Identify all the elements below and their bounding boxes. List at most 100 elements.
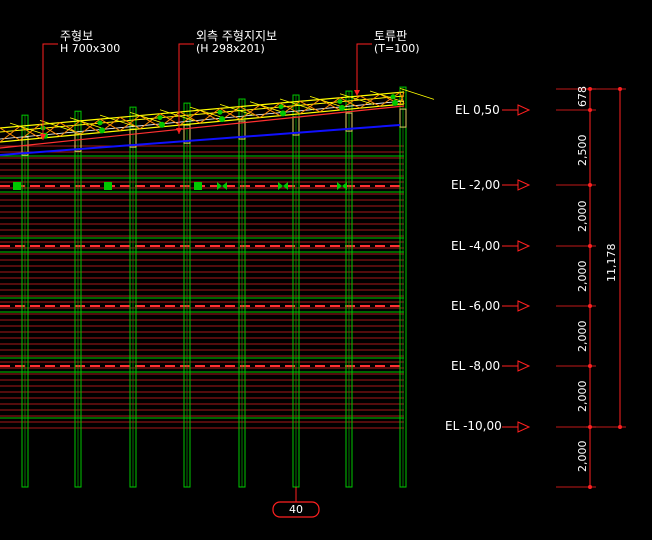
elevation-label: EL 0,50 bbox=[455, 103, 500, 117]
leader-arrowhead bbox=[40, 134, 46, 140]
grid-bubble-label: 40 bbox=[289, 503, 303, 516]
truss-brace bbox=[0, 125, 21, 143]
truss-node bbox=[99, 127, 105, 134]
truss-brace bbox=[39, 120, 75, 132]
dimension-tick bbox=[588, 485, 592, 489]
truss-brace bbox=[59, 120, 81, 137]
leader-line bbox=[356, 43, 372, 96]
elevation-label: EL -6,00 bbox=[451, 299, 501, 313]
dimension-text: 2,000 bbox=[576, 200, 589, 233]
callout-title-main-beam: 주형보 bbox=[60, 29, 94, 43]
total-dimension-text: 11,178 bbox=[605, 243, 618, 283]
grid-bubble bbox=[272, 501, 320, 518]
truss-bottom-chord bbox=[0, 100, 405, 140]
truss-brace bbox=[359, 93, 381, 109]
pile-cap bbox=[183, 124, 191, 144]
truss-node bbox=[157, 115, 163, 121]
wale-lines bbox=[0, 185, 404, 367]
truss-brace bbox=[249, 101, 285, 114]
callout-leaders bbox=[40, 43, 372, 140]
truss-brace bbox=[199, 107, 221, 124]
truss-brace bbox=[399, 87, 435, 100]
truss-brace bbox=[239, 104, 261, 120]
truss-brace bbox=[99, 114, 135, 127]
truss-brace bbox=[279, 98, 315, 111]
truss-brace bbox=[219, 104, 255, 116]
dimension-tick bbox=[618, 425, 622, 429]
elevation-arrow-head bbox=[517, 360, 531, 372]
truss-node bbox=[97, 120, 103, 126]
elevation-arrows bbox=[502, 104, 531, 433]
callout-sub-main-beam: H 700x300 bbox=[60, 42, 121, 55]
truss-brace bbox=[399, 91, 405, 105]
pile-cap bbox=[399, 108, 407, 128]
pile-columns bbox=[21, 86, 407, 488]
connection-markers bbox=[13, 94, 398, 190]
elevation-label: EL -8,00 bbox=[451, 359, 501, 373]
outer-support-beam-line bbox=[0, 124, 401, 156]
dimension-tick bbox=[588, 304, 592, 308]
truss-node bbox=[392, 99, 398, 106]
leader-line bbox=[178, 43, 194, 134]
truss-bottom-chord bbox=[0, 103, 405, 143]
elevation-arrow-head bbox=[517, 240, 531, 252]
callout-title-lagging: 토류판 bbox=[374, 29, 408, 43]
truss-brace bbox=[9, 122, 45, 135]
wale-bracket bbox=[337, 182, 347, 190]
elevation-arrow-head bbox=[517, 104, 531, 116]
truss-node bbox=[280, 110, 286, 117]
leader-arrowhead bbox=[354, 90, 360, 96]
truss-brace bbox=[129, 112, 165, 124]
truss-brace bbox=[259, 102, 281, 118]
truss-node bbox=[278, 104, 284, 110]
truss-brace bbox=[309, 95, 345, 108]
truss-node bbox=[339, 104, 345, 111]
wale-bracket bbox=[13, 182, 21, 190]
dimension-text: 2,500 bbox=[576, 134, 589, 167]
truss-node bbox=[159, 121, 165, 128]
lagging-lines bbox=[0, 145, 404, 429]
callout-sub-outer-support: (H 298x201) bbox=[196, 42, 265, 55]
dimension-tick bbox=[588, 364, 592, 368]
dimension-text: 2,000 bbox=[576, 440, 589, 473]
dimension-tick bbox=[588, 244, 592, 248]
truss-brace bbox=[139, 113, 161, 130]
truss-top-chord bbox=[0, 95, 405, 133]
truss-brace bbox=[369, 90, 405, 103]
truss-brace bbox=[79, 118, 101, 135]
dimension-lines bbox=[295, 87, 626, 502]
callout-title-outer-support: 외측 주형지지보 bbox=[196, 29, 278, 43]
wale-bracket bbox=[104, 182, 112, 190]
truss-node bbox=[219, 116, 225, 123]
truss-wale bbox=[0, 105, 405, 149]
grid-bubble-outline bbox=[272, 501, 320, 518]
elevation-arrow-head bbox=[517, 421, 531, 433]
truss-brace bbox=[179, 109, 201, 126]
pile-cap bbox=[238, 120, 246, 140]
callout-sub-lagging: (T=100) bbox=[374, 42, 420, 55]
truss-brace bbox=[119, 115, 141, 132]
wale-bracket bbox=[278, 182, 288, 190]
elevation-label: EL -10,00 bbox=[445, 419, 502, 433]
truss-brace bbox=[339, 93, 375, 106]
elevation-arrow-head bbox=[517, 300, 531, 312]
wale-bracket bbox=[194, 182, 202, 190]
truss-node bbox=[337, 99, 343, 105]
truss-brace bbox=[19, 124, 41, 141]
truss-brace bbox=[69, 117, 105, 130]
dimension-text: 2,000 bbox=[576, 380, 589, 413]
truss-brace bbox=[299, 99, 321, 115]
dimension-text: 2,000 bbox=[576, 320, 589, 353]
truss-brace bbox=[189, 106, 225, 119]
wale-bracket bbox=[217, 182, 227, 190]
dimension-text: 678 bbox=[576, 86, 589, 107]
elevation-label: EL -2,00 bbox=[451, 178, 501, 192]
pile-cap bbox=[345, 112, 353, 132]
truss-brace bbox=[159, 109, 195, 122]
elevation-label: EL -4,00 bbox=[451, 239, 501, 253]
truss-brace bbox=[379, 91, 401, 107]
dimension-tick bbox=[618, 87, 622, 91]
top-strut-truss bbox=[0, 87, 435, 149]
leader-arrowhead bbox=[176, 128, 182, 134]
